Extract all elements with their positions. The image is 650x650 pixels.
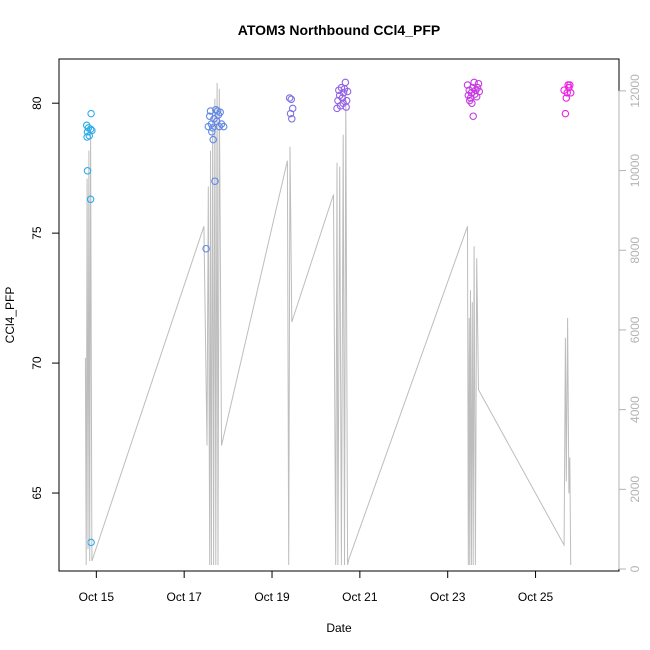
y2-tick-label: 2000 [628,476,642,503]
axes-layer: Oct 15 Oct 17 Oct 19 Oct 21 Oct 23 Oct 25 65 70… [30,74,642,604]
data-point [475,87,484,96]
data-point [566,89,575,97]
data-point [474,79,483,88]
data-point [468,99,476,107]
x-axis-label: Date [326,621,352,635]
data-point [88,126,96,135]
data-point [202,244,210,253]
y2-tick-label: 6000 [628,316,642,343]
x-tick-label: Oct 25 [518,590,554,604]
data-point [219,122,228,131]
y2-tick-label: 0 [628,565,642,572]
data-point [563,89,571,97]
y-tick-label: 80 [30,96,44,110]
data-point [285,94,294,102]
data-point [87,109,95,118]
data-point [561,109,570,118]
y-axis-label: CCl4_PFP [3,287,17,344]
data-point [211,177,219,185]
data-point [288,115,296,123]
points-layer [82,78,575,547]
data-point [470,78,478,87]
data-point [209,135,217,144]
y2-tick-label: 4000 [628,396,642,423]
x-tick-label: Oct 19 [254,590,290,604]
chart-title: ATOM3 Northbound CCl4_PFP [238,22,440,38]
data-point [287,95,296,104]
data-point [342,96,351,105]
data-point [87,538,95,547]
data-point [562,94,571,102]
x-tick-label: Oct 15 [79,590,115,604]
altitude-layer [84,82,572,566]
data-point [216,108,224,117]
x-tick-label: Oct 17 [166,590,202,604]
y-tick-label: 70 [30,356,44,370]
data-point [566,81,574,89]
data-point [86,195,95,204]
y2-tick-label: 10000 [628,154,642,188]
y2-tick-label: 8000 [628,237,642,264]
y-tick-label: 65 [30,486,44,500]
data-point [469,112,477,120]
data-point [341,78,350,87]
data-point [83,167,92,175]
data-point [206,107,215,115]
data-point [288,104,297,113]
x-tick-label: Oct 23 [430,590,466,604]
y2-tick-label: 12000 [628,74,642,108]
data-point [473,83,482,92]
data-point [343,87,352,96]
altitude-line [84,82,572,566]
data-point [86,125,95,133]
data-point [339,89,348,97]
y-tick-label: 75 [30,226,44,240]
data-point [208,128,216,136]
x-tick-label: Oct 21 [342,590,378,604]
